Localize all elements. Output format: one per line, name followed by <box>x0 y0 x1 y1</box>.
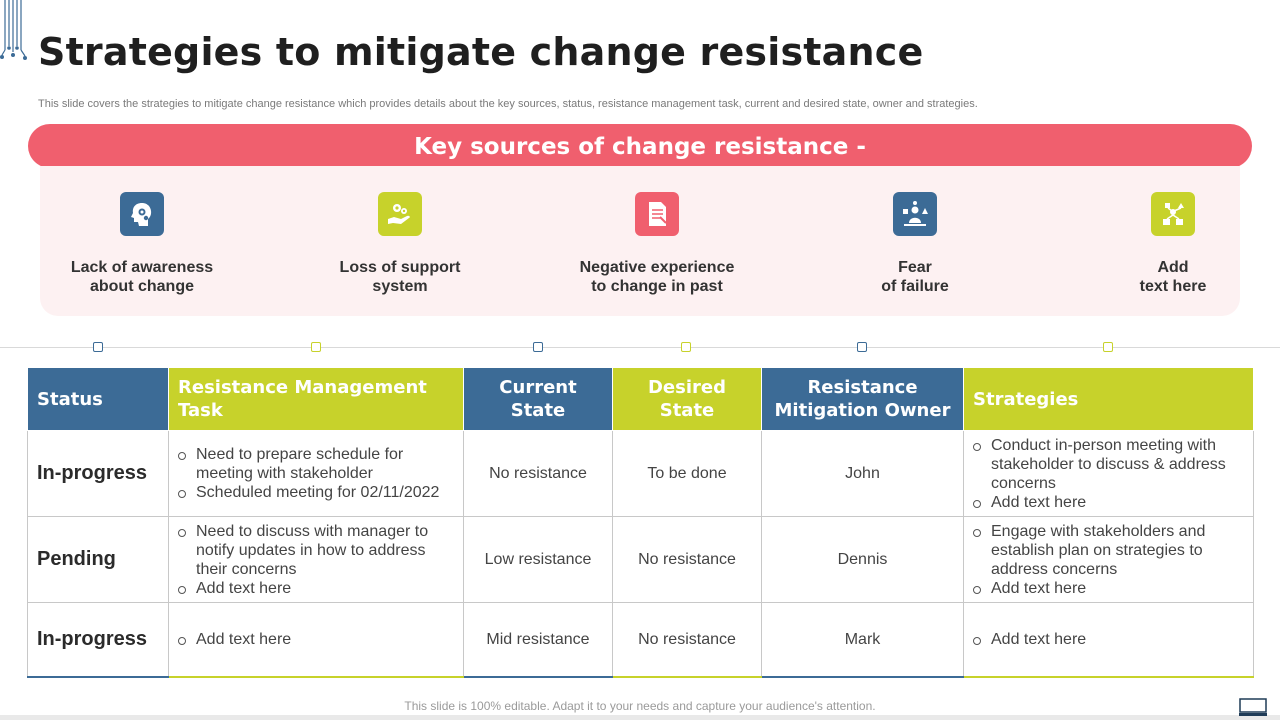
section-divider <box>0 347 1280 348</box>
table-header-row: Status Resistance Management Task Curren… <box>27 367 1254 431</box>
status-cell: Pending <box>27 516 169 603</box>
list-item: Need to discuss with manager to notify u… <box>178 522 454 579</box>
source-label: Add text here <box>1139 259 1207 295</box>
current-state-cell: No resistance <box>463 430 613 517</box>
task-cell: Need to prepare schedule for meeting wit… <box>168 430 464 517</box>
bottom-bar <box>0 715 1280 720</box>
divider-marker <box>857 342 867 352</box>
divider-marker <box>311 342 321 352</box>
status-cell: In-progress <box>27 602 169 678</box>
source-item-negative-experience: Negative experience to change in past <box>557 192 757 296</box>
header-task: Resistance Management Task <box>168 367 464 431</box>
strategies-cell: Add text here <box>963 602 1254 678</box>
divider-marker <box>1103 342 1113 352</box>
source-label: Negative experience to change in past <box>579 259 735 295</box>
source-label: Fear of failure <box>881 259 949 295</box>
page-subtitle: This slide covers the strategies to miti… <box>38 98 978 110</box>
strategies-table: Status Resistance Management Task Curren… <box>27 367 1254 678</box>
table-row: In-progress Add text here Mid resistance… <box>27 602 1254 678</box>
circuit-decoration-icon <box>0 0 27 60</box>
head-gears-icon <box>120 192 164 236</box>
list-item: Add text here <box>973 579 1244 598</box>
current-state-cell: Low resistance <box>463 516 613 603</box>
list-item: Add text here <box>973 493 1244 512</box>
header-desired-state: Desired State <box>612 367 762 431</box>
source-label: Loss of support system <box>339 259 461 295</box>
sources-banner: Key sources of change resistance - <box>28 124 1252 168</box>
list-item: Conduct in-person meeting with stakehold… <box>973 436 1244 493</box>
list-item: Add text here <box>973 630 1244 649</box>
list-item: Add text here <box>178 579 454 598</box>
header-status: Status <box>27 367 169 431</box>
list-item: Need to prepare schedule for meeting wit… <box>178 445 454 483</box>
desired-state-cell: To be done <box>612 430 762 517</box>
divider-marker <box>533 342 543 352</box>
divider-marker <box>681 342 691 352</box>
source-item-support: Loss of support system <box>300 192 500 296</box>
document-icon <box>635 192 679 236</box>
sources-panel <box>40 166 1240 316</box>
list-item: Scheduled meeting for 02/11/2022 <box>178 483 454 502</box>
table-row: Pending Need to discuss with manager to … <box>27 516 1254 603</box>
list-item: Add text here <box>178 630 454 649</box>
owner-cell: John <box>761 430 964 517</box>
header-strategies: Strategies <box>963 367 1254 431</box>
monitor-icon <box>1239 698 1267 716</box>
page-title: Strategies to mitigate change resistance <box>38 30 924 74</box>
status-cell: In-progress <box>27 430 169 517</box>
table-row: In-progress Need to prepare schedule for… <box>27 430 1254 517</box>
source-label: Lack of awareness about change <box>70 259 214 295</box>
task-cell: Add text here <box>168 602 464 678</box>
person-shapes-icon <box>893 192 937 236</box>
owner-cell: Dennis <box>761 516 964 603</box>
desired-state-cell: No resistance <box>612 602 762 678</box>
owner-cell: Mark <box>761 602 964 678</box>
footer-note: This slide is 100% editable. Adapt it to… <box>404 699 876 713</box>
source-item-fear: Fear of failure <box>815 192 1015 296</box>
task-cell: Need to discuss with manager to notify u… <box>168 516 464 603</box>
desired-state-cell: No resistance <box>612 516 762 603</box>
list-item: Engage with stakeholders and establish p… <box>973 522 1244 579</box>
current-state-cell: Mid resistance <box>463 602 613 678</box>
source-item-add-text: Add text here <box>1073 192 1273 296</box>
strategies-cell: Conduct in-person meeting with stakehold… <box>963 430 1254 517</box>
strategies-cell: Engage with stakeholders and establish p… <box>963 516 1254 603</box>
divider-marker <box>93 342 103 352</box>
source-item-awareness: Lack of awareness about change <box>42 192 242 296</box>
header-current-state: Current State <box>463 367 613 431</box>
network-icon <box>1151 192 1195 236</box>
header-owner: Resistance Mitigation Owner <box>761 367 964 431</box>
hand-gears-icon <box>378 192 422 236</box>
